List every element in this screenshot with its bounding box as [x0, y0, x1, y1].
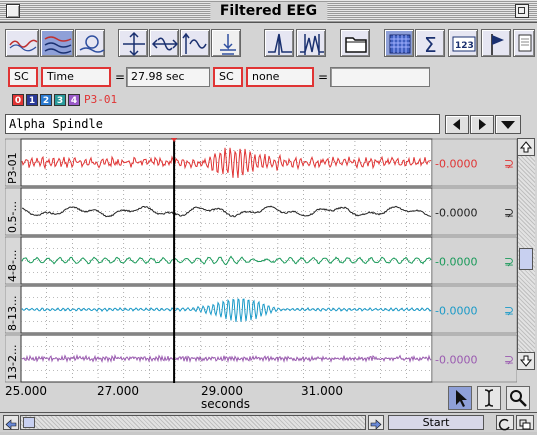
result-field[interactable]	[330, 67, 430, 87]
single-trace-icon[interactable]	[5, 29, 39, 57]
trace-plot-area[interactable]: P3-01 0.5-... 4-8-... 8-13... 13-2... -0.000…	[5, 138, 517, 385]
trace-waveform	[21, 353, 432, 364]
trace-name-label: P3-01	[6, 152, 19, 184]
x-tick-25: 25.000	[5, 384, 47, 398]
channel-box-3[interactable]: 3	[54, 94, 66, 106]
trace-plot-svg[interactable]: P3-01 0.5-... 4-8-... 8-13... 13-2... -0.000…	[5, 138, 517, 385]
cursor-drag-icon[interactable]	[211, 29, 241, 57]
trace-waveform	[21, 297, 432, 323]
source-select-1[interactable]: SC	[8, 67, 38, 87]
text-cursor-tool[interactable]	[477, 386, 501, 410]
baseline-icon[interactable]	[180, 29, 210, 57]
trace-value-box	[431, 285, 517, 334]
channel-box-2[interactable]: 2	[40, 94, 52, 106]
channel-selector-row: 0 1 2 3 4 P3-01	[0, 92, 537, 108]
sum-icon[interactable]: Σ	[415, 29, 445, 57]
title-bar[interactable]: Filtered EEG	[0, 0, 537, 23]
trace-value-box	[431, 334, 517, 383]
x-axis-label: seconds	[201, 397, 251, 411]
cursor-marker[interactable]	[168, 138, 180, 142]
window-title: Filtered EEG	[209, 2, 328, 20]
spike-icon[interactable]	[264, 29, 294, 57]
trace-value-box	[431, 138, 517, 187]
scroll-down-button[interactable]	[517, 352, 535, 370]
page-icon[interactable]	[513, 29, 535, 57]
annotation-menu-button[interactable]	[495, 115, 521, 134]
channel-box-1[interactable]: 1	[26, 94, 38, 106]
next-annotation-button[interactable]	[470, 115, 494, 134]
trace-waveform	[22, 205, 432, 218]
prev-annotation-button[interactable]	[445, 115, 469, 134]
trace-value-readout: -0.0000	[435, 256, 477, 269]
trace-value-readout: -0.0000	[435, 207, 477, 220]
folder-icon[interactable]	[340, 29, 370, 57]
loop-trace-icon[interactable]	[75, 29, 105, 57]
svg-text:Σ: Σ	[424, 33, 437, 57]
bottom-bar: Start	[0, 412, 537, 432]
time-axis: 25.000 27.000 29.000 31.000 seconds	[5, 384, 430, 412]
time-value-field[interactable]: 27.98 sec	[126, 67, 210, 87]
trace-name-label: 8-13...	[6, 296, 19, 331]
trace-value-box	[431, 236, 517, 285]
reference-select[interactable]: none	[246, 67, 314, 87]
amplitude-scale-icon[interactable]: ⊋	[504, 157, 514, 171]
grid-icon[interactable]	[384, 29, 414, 57]
trace-waveform	[21, 255, 432, 266]
trace-value-readout: -0.0000	[435, 354, 477, 367]
trace-waveform	[21, 147, 432, 179]
resize-grip-icon[interactable]	[516, 415, 534, 430]
amplitude-scale-icon[interactable]: ⊋	[504, 353, 514, 367]
toolbar: Σ 123	[0, 23, 537, 63]
equals-sign-2: =	[318, 70, 329, 84]
vertical-scroll-thumb[interactable]	[519, 248, 533, 270]
trace-value-readout: -0.0000	[435, 305, 477, 318]
current-channel-label: P3-01	[84, 93, 118, 106]
x-tick-31: 31.000	[301, 384, 343, 398]
expand-horizontal-icon[interactable]	[149, 29, 179, 57]
annotation-field[interactable]: Alpha Spindle	[5, 114, 440, 134]
trace-lane[interactable]	[20, 236, 433, 285]
source-select-2[interactable]: SC	[213, 67, 243, 87]
trace-name-label: 13-2...	[6, 345, 19, 380]
trace-value-box	[431, 187, 517, 236]
expand-vertical-icon[interactable]	[118, 29, 148, 57]
flag-icon[interactable]	[481, 29, 511, 57]
scroll-right-button[interactable]	[368, 415, 384, 430]
measurement-controls: SC Time = 27.98 sec SC none =	[0, 64, 537, 88]
stacked-traces-icon[interactable]	[40, 29, 74, 57]
amplitude-scale-icon[interactable]: ⊋	[504, 304, 514, 318]
numbers-icon[interactable]: 123	[448, 29, 478, 57]
refresh-icon[interactable]	[496, 415, 514, 431]
channel-box-0[interactable]: 0	[12, 94, 24, 106]
trace-name-label: 0.5-...	[6, 201, 19, 233]
zoom-tool[interactable]	[506, 386, 530, 410]
trace-name-label: 4-8-...	[6, 250, 19, 282]
amplitude-scale-icon[interactable]: ⊋	[504, 206, 514, 220]
zoom-box[interactable]	[515, 4, 529, 18]
start-button[interactable]: Start	[388, 415, 484, 430]
horizontal-scroll-thumb[interactable]	[23, 417, 35, 428]
x-tick-29: 29.000	[201, 384, 243, 398]
trace-value-readout: -0.0000	[435, 158, 477, 171]
x-tick-27: 27.000	[97, 384, 139, 398]
amplitude-scale-icon[interactable]: ⊋	[504, 255, 514, 269]
svg-text:123: 123	[455, 41, 474, 51]
channel-box-4[interactable]: 4	[68, 94, 80, 106]
scroll-left-button[interactable]	[3, 415, 19, 430]
scroll-up-button[interactable]	[517, 138, 535, 156]
equals-sign-1: =	[115, 70, 126, 84]
pointer-tool[interactable]	[448, 386, 472, 410]
horizontal-scrollbar[interactable]	[20, 415, 366, 430]
close-box[interactable]	[6, 4, 20, 18]
mode-select[interactable]: Time	[41, 67, 111, 87]
peak-icon[interactable]	[296, 29, 326, 57]
